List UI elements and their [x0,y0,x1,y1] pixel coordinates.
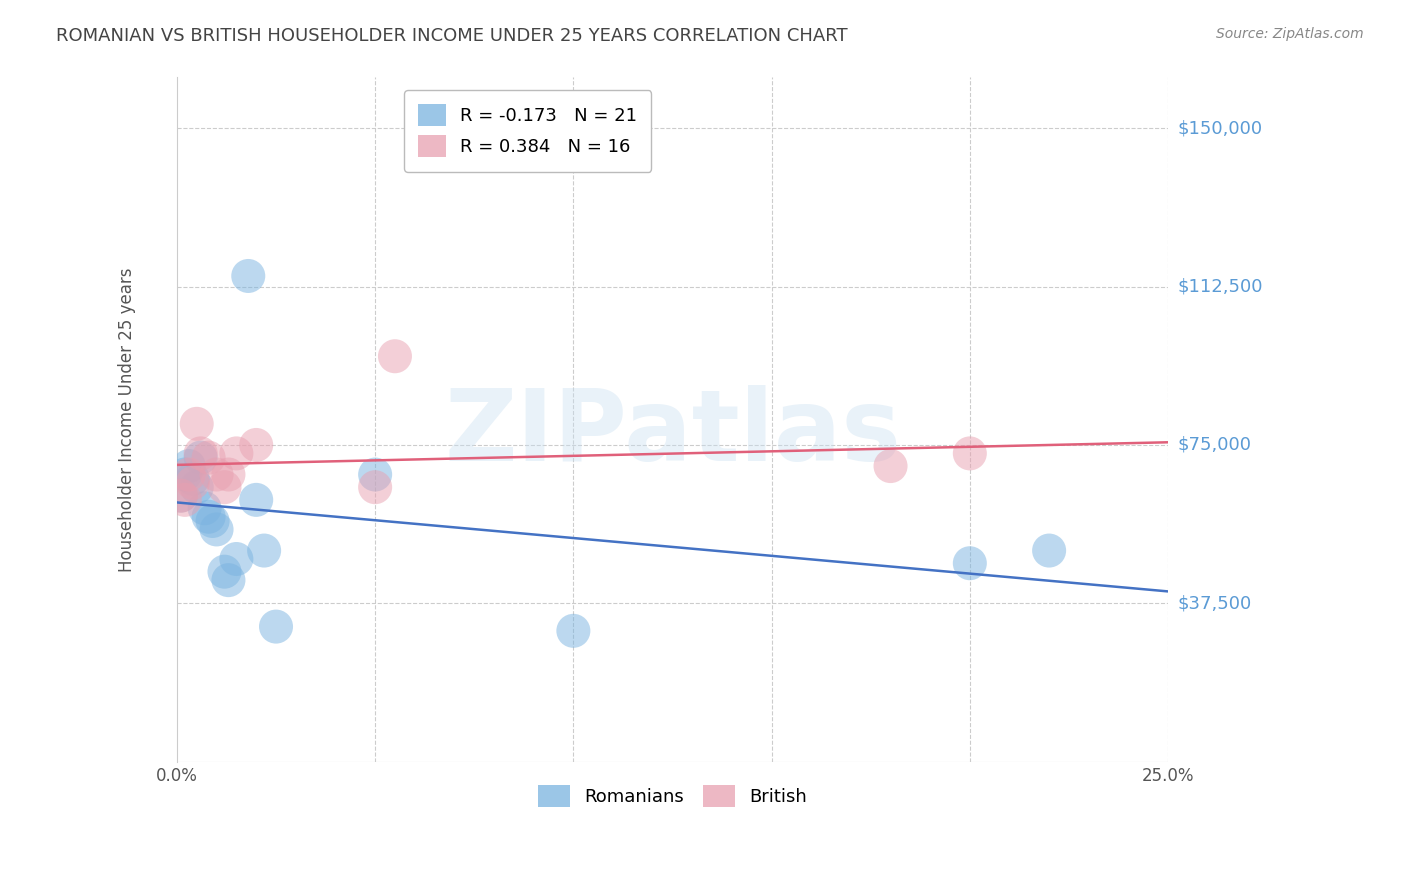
Text: Householder Income Under 25 years: Householder Income Under 25 years [118,268,136,572]
Point [225,552,247,566]
Point [181,472,204,486]
Point [364,467,387,482]
Point [201,514,224,528]
Point [245,438,267,452]
Point [225,446,247,460]
Point [186,417,208,431]
Point [214,565,236,579]
Point [217,573,239,587]
Point [170,489,193,503]
Point [197,450,219,465]
Point [384,349,406,363]
Text: $112,500: $112,500 [1178,277,1264,295]
Point [238,268,260,283]
Point [264,619,287,633]
Point [253,543,276,558]
Text: $150,000: $150,000 [1178,120,1263,137]
Point [177,459,200,474]
Point [959,446,981,460]
Point [214,480,236,494]
Text: $37,500: $37,500 [1178,594,1253,613]
Point [186,480,208,494]
Point [205,467,228,482]
Point [173,467,195,482]
Point [197,509,219,524]
Legend: Romanians, British: Romanians, British [530,778,814,814]
Text: $75,000: $75,000 [1178,436,1251,454]
Text: ZIPatlas: ZIPatlas [444,384,901,482]
Point [1038,543,1060,558]
Point [205,523,228,537]
Point [170,489,193,503]
Text: ROMANIAN VS BRITISH HOUSEHOLDER INCOME UNDER 25 YEARS CORRELATION CHART: ROMANIAN VS BRITISH HOUSEHOLDER INCOME U… [56,27,848,45]
Point [959,556,981,570]
Point [177,467,200,482]
Point [879,459,901,474]
Point [245,492,267,507]
Point [181,475,204,490]
Point [190,450,212,465]
Point [562,624,585,638]
Point [190,446,212,460]
Point [364,480,387,494]
Point [217,467,239,482]
Text: Source: ZipAtlas.com: Source: ZipAtlas.com [1216,27,1364,41]
Point [194,501,217,516]
Point [173,492,195,507]
